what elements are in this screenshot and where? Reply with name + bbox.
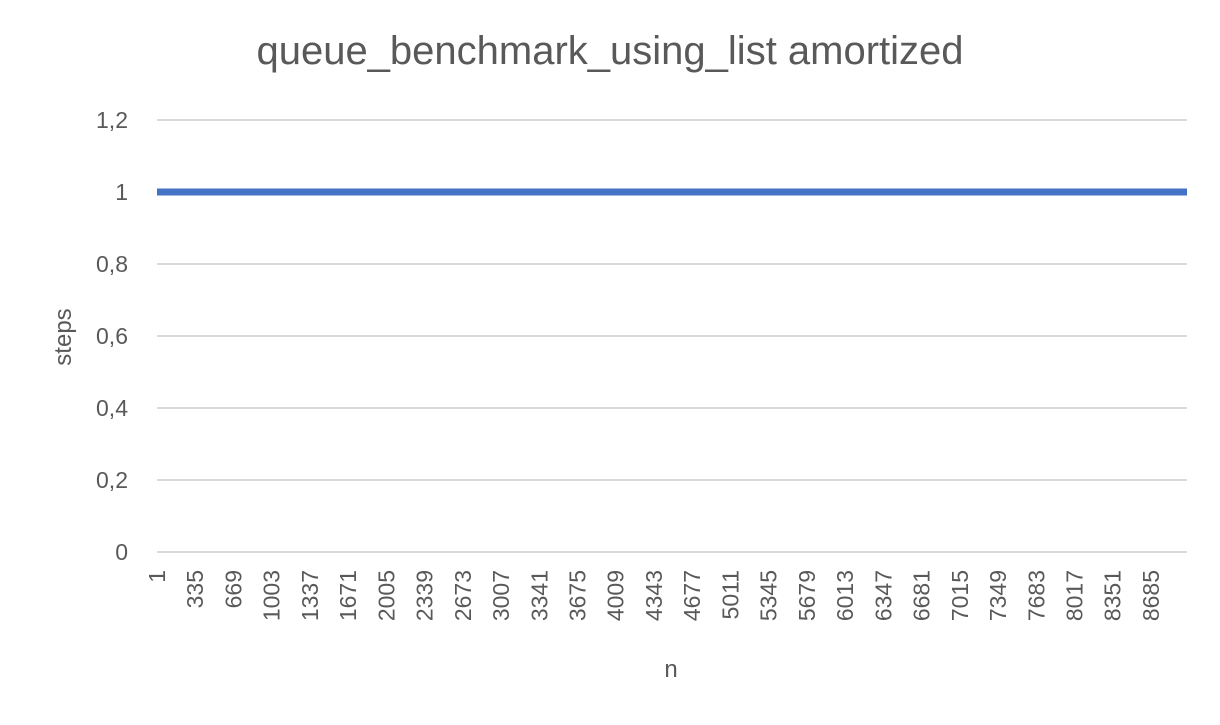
y-tick-label: 0,4: [96, 395, 128, 421]
x-tick-label: 3007: [488, 570, 514, 621]
x-tick-label: 5679: [794, 570, 820, 621]
x-tick-label: 1671: [335, 570, 361, 621]
x-tick-label: 7683: [1023, 570, 1049, 621]
gridlines: [157, 119, 1187, 553]
y-tick-label: 0,6: [96, 323, 128, 349]
x-axis-label: n: [664, 656, 677, 683]
x-tick-label: 2339: [412, 570, 438, 621]
x-tick-label: 4009: [603, 570, 629, 621]
x-tick-label: 6681: [909, 570, 935, 621]
x-tick-label: 7015: [947, 570, 973, 621]
x-tick-label: 6013: [832, 570, 858, 621]
y-tick-label: 0,2: [96, 467, 128, 493]
y-tick-label: 0: [115, 539, 128, 565]
x-tick-label: 2673: [450, 570, 476, 621]
x-axis-ticks: 1 335 669 1003 1337 1671 2005 2339 2673 3007 3341 3…: [144, 570, 1164, 621]
x-tick-label: 3675: [565, 570, 591, 621]
x-tick-label: 6347: [870, 570, 896, 621]
y-tick-label: 1: [115, 179, 128, 205]
x-tick-label: 3341: [526, 570, 552, 621]
y-axis-label: steps: [50, 308, 77, 365]
x-tick-label: 669: [220, 570, 246, 608]
x-tick-label: 5011: [717, 570, 743, 619]
x-tick-label: 4343: [641, 570, 667, 621]
y-axis-ticks: 0 0,2 0,4 0,6 0,8 1 1,2: [96, 107, 128, 565]
x-tick-label: 8351: [1100, 570, 1126, 621]
y-tick-label: 1,2: [96, 107, 128, 133]
x-tick-label: 5345: [756, 570, 782, 621]
x-tick-label: 1: [144, 570, 170, 583]
y-tick-label: 0,8: [96, 251, 128, 277]
x-tick-label: 335: [182, 570, 208, 608]
x-tick-label: 4677: [679, 570, 705, 621]
x-tick-label: 8017: [1061, 570, 1087, 621]
x-tick-label: 7349: [985, 570, 1011, 621]
chart-title: queue_benchmark_using_list amortized: [256, 29, 963, 73]
x-tick-label: 8685: [1138, 570, 1164, 621]
x-tick-label: 1337: [297, 570, 323, 621]
x-tick-label: 2005: [373, 570, 399, 621]
x-tick-label: 1003: [259, 570, 285, 621]
